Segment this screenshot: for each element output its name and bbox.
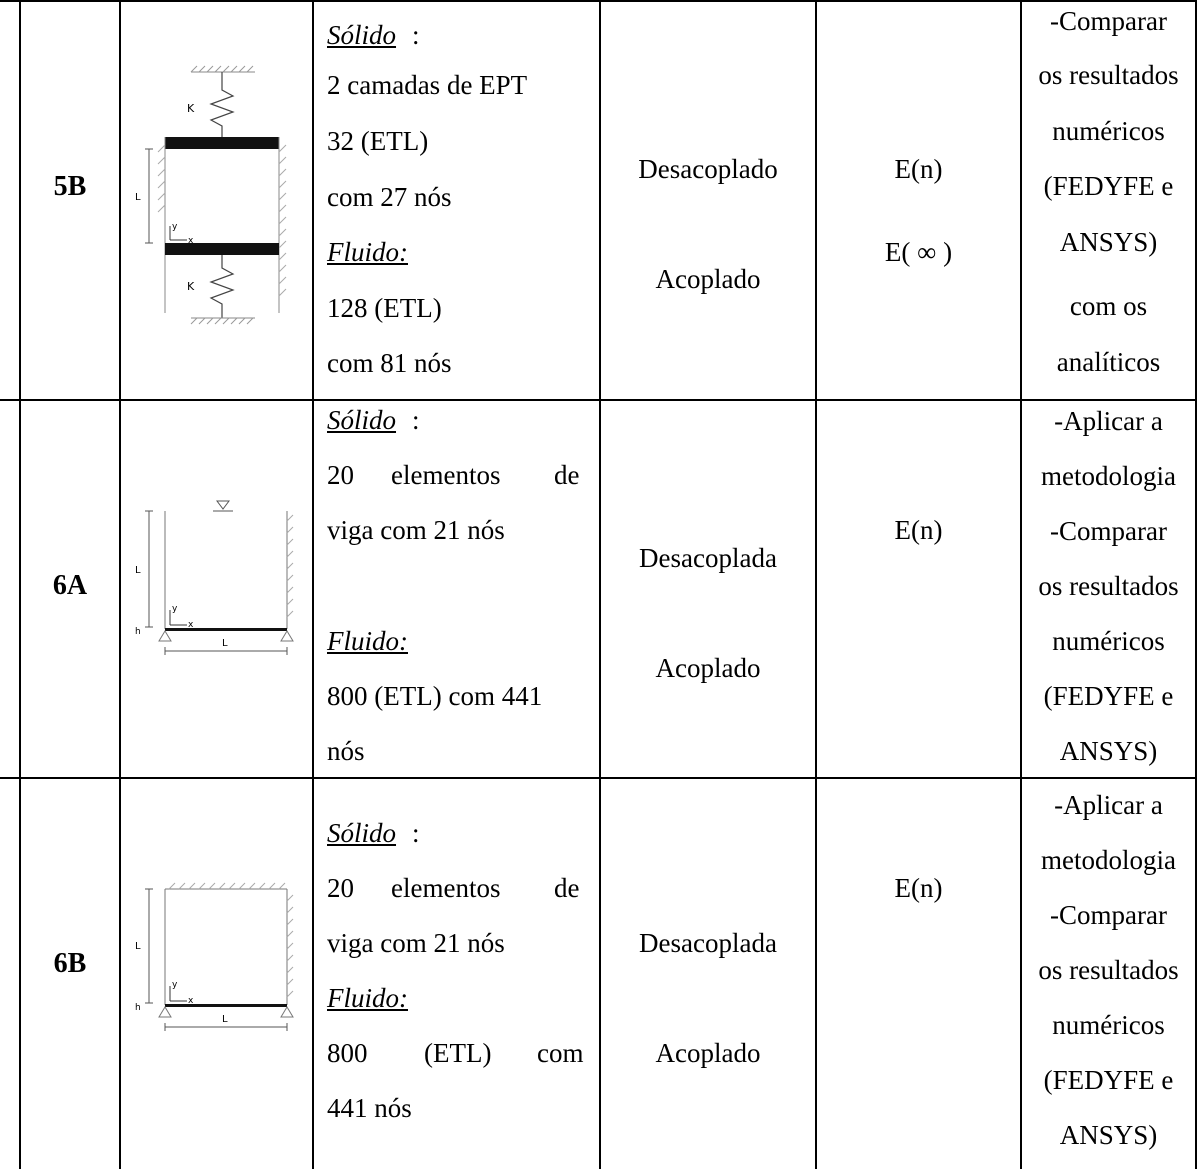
analysis-type: Desacoplada	[639, 543, 777, 573]
analysis-type: Acoplado	[655, 653, 761, 683]
objective-line: -Aplicar a	[1054, 790, 1163, 820]
solid-line: 2 camadas de EPT	[327, 70, 528, 100]
fluid-line: nós	[327, 736, 365, 766]
objective-line: metodologia	[1041, 461, 1176, 491]
quantity: E(n)	[894, 873, 943, 903]
rule-col-5	[1020, 0, 1022, 1169]
solid-line: viga com 21 nós	[327, 928, 505, 958]
fluid-line: 128 (ETL)	[327, 293, 442, 323]
objective-line: (FEDYFE e	[1043, 681, 1174, 711]
solid-line: 32 (ETL)	[327, 126, 429, 156]
length-label: L	[222, 638, 228, 649]
objective-line: numéricos	[1052, 626, 1165, 656]
fluid-heading: Fluido:	[327, 983, 408, 1013]
row-id: 6A	[52, 570, 88, 601]
objective-line: -Comparar	[1050, 6, 1167, 36]
analysis-type: Desacoplado	[638, 154, 778, 184]
solid-line: elementos	[391, 873, 501, 903]
objective-line: os resultados	[1038, 571, 1179, 601]
fluid-line: com 81 nós	[327, 348, 452, 378]
objective-line: -Aplicar a	[1054, 406, 1163, 436]
axis-y: y	[172, 980, 178, 990]
simply-supported-tank-diagram: L h y x L	[135, 500, 294, 655]
objective-line: numéricos	[1052, 116, 1165, 146]
rule-top	[0, 0, 1197, 2]
objective-line: -Comparar	[1050, 900, 1167, 930]
fluid-heading: Fluido:	[327, 237, 408, 267]
solid-heading: Sólido	[327, 818, 397, 848]
fluid-line: 441 nós	[327, 1093, 412, 1123]
quantity: E(n)	[894, 515, 943, 545]
axis-y: y	[172, 222, 178, 232]
quantity: E( ∞ )	[884, 237, 953, 267]
objective-line: numéricos	[1052, 1010, 1165, 1040]
analysis-type: Acoplado	[655, 1038, 761, 1068]
solid-heading-colon: :	[412, 818, 420, 848]
rule-col-4	[815, 0, 817, 1169]
fluid-line: 800 (ETL) com 441	[327, 681, 543, 711]
axis-y: y	[172, 604, 178, 614]
length-label: L	[135, 192, 141, 203]
rule-col-1	[119, 0, 121, 1169]
rule-row2-bottom	[0, 777, 1197, 779]
rule-col-6	[1195, 0, 1197, 1169]
objective-line: ANSYS)	[1059, 736, 1158, 766]
length-label: L	[222, 1014, 228, 1025]
fluid-heading: Fluido:	[327, 626, 408, 656]
row-id: 5B	[53, 171, 87, 202]
figure-6b: L h y x L	[121, 779, 312, 1169]
thickness-label: h	[135, 627, 141, 637]
objective-line: (FEDYFE e	[1043, 1065, 1174, 1095]
solid-line: 20	[327, 873, 354, 903]
solid-line: viga com 21 nós	[327, 515, 505, 545]
objective-line: os resultados	[1038, 955, 1179, 985]
solid-heading: Sólido	[327, 405, 397, 435]
quantity: E(n)	[894, 154, 943, 184]
solid-line: 20	[327, 460, 354, 490]
objective-line: -Comparar	[1050, 516, 1167, 546]
solid-line: com 27 nós	[327, 182, 452, 212]
rule-col-3	[599, 0, 601, 1169]
fluid-line: (ETL)	[424, 1038, 492, 1068]
axis-x: x	[188, 236, 194, 246]
objective-line: (FEDYFE e	[1043, 171, 1174, 201]
k-label: K	[187, 102, 195, 115]
figure-6a: L h y x L	[121, 401, 312, 777]
objective-line: os resultados	[1038, 60, 1179, 90]
closed-tank-diagram: L h y x L	[135, 882, 294, 1031]
analysis-type: Desacoplada	[639, 928, 777, 958]
solid-heading-colon: :	[412, 20, 420, 50]
rule-col-0	[19, 0, 21, 1169]
analysis-type: Acoplado	[655, 264, 761, 294]
solid-line: de	[554, 873, 580, 903]
axis-x: x	[188, 996, 194, 1006]
fluid-line: 800	[327, 1038, 368, 1068]
objective-line: com os	[1069, 291, 1148, 321]
length-label: L	[135, 565, 141, 576]
figure-5b: K L y x	[121, 0, 312, 399]
fluid-line: com	[537, 1038, 584, 1068]
solid-heading: Sólido	[327, 20, 397, 50]
rule-row1-bottom	[0, 399, 1197, 401]
solid-heading-colon: :	[412, 405, 420, 435]
objective-line: analíticos	[1056, 347, 1161, 377]
objective-line: ANSYS)	[1059, 1120, 1158, 1150]
rule-col-2	[312, 0, 314, 1169]
k-label: K	[187, 280, 195, 293]
row-id: 6B	[53, 948, 87, 979]
thickness-label: h	[135, 1003, 141, 1013]
objective-line: ANSYS)	[1059, 227, 1158, 257]
axis-x: x	[188, 620, 194, 630]
spring-supported-tank-diagram: K L y x	[135, 65, 287, 325]
solid-line: elementos	[391, 460, 501, 490]
objective-line: metodologia	[1041, 845, 1176, 875]
length-label: L	[135, 941, 141, 952]
solid-line: de	[554, 460, 580, 490]
